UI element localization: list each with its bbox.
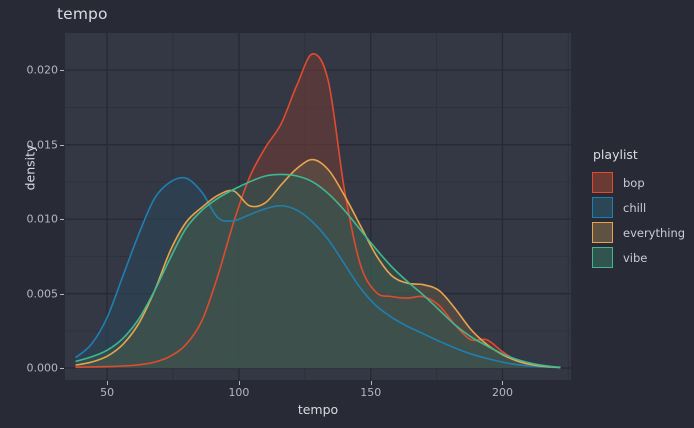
density-line-chill: [75, 176, 561, 369]
legend-item-everything[interactable]: everything: [592, 220, 685, 245]
legend-item-bop[interactable]: bop: [592, 170, 685, 195]
y-tick-mark: [60, 144, 64, 146]
x-tick-label: 150: [360, 386, 382, 399]
y-tick-mark: [60, 368, 64, 370]
legend-key-swatch: [592, 197, 613, 218]
y-axis-ticks: 0.000 0.005 0.010 0.015 0.020: [0, 0, 59, 428]
y-tick-mark: [60, 219, 64, 221]
x-tick-label: 100: [228, 386, 250, 399]
page-title: tempo: [57, 5, 108, 23]
legend-key-swatch: [592, 247, 613, 268]
y-tick-label: 0.020: [26, 63, 59, 77]
y-tick-label: 0.005: [26, 287, 59, 301]
legend-item-label: vibe: [623, 250, 648, 265]
legend-item-label: chill: [623, 200, 647, 215]
legend: playlist bop chill everything vibe: [592, 147, 685, 270]
legend-item-chill[interactable]: chill: [592, 195, 685, 220]
legend-item-label: bop: [623, 175, 645, 190]
legend-item-label: everything: [623, 225, 686, 240]
density-area-vibe: [75, 174, 561, 369]
legend-title: playlist: [593, 147, 638, 162]
y-axis-title: density: [22, 144, 38, 191]
density-line-vibe: [75, 173, 561, 368]
legend-key-swatch: [592, 222, 613, 243]
density-line-bop: [75, 53, 561, 369]
legend-key-swatch: [592, 172, 613, 193]
y-tick-mark: [60, 70, 64, 72]
x-tick-mark: [107, 381, 109, 385]
y-tick-label: 0.000: [26, 361, 59, 375]
x-tick-mark: [370, 381, 372, 385]
y-tick-label: 0.010: [26, 212, 59, 226]
x-axis-title: tempo: [297, 402, 339, 417]
x-tick-label: 200: [491, 386, 513, 399]
series-lines: [75, 53, 561, 369]
x-tick-label: 50: [100, 386, 115, 399]
x-tick-mark: [502, 381, 504, 385]
y-tick-mark: [60, 293, 64, 295]
y-tick-label: 0.015: [26, 138, 59, 152]
legend-item-vibe[interactable]: vibe: [592, 245, 685, 270]
x-tick-mark: [238, 381, 240, 385]
